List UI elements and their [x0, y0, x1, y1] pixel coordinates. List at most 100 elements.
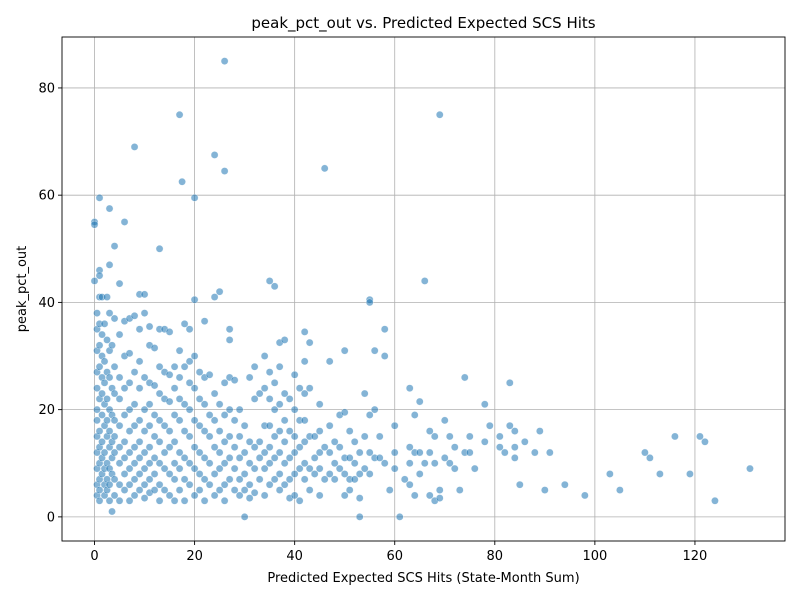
data-point — [95, 496, 104, 505]
data-point — [315, 464, 324, 473]
data-point — [135, 486, 144, 494]
data-point — [180, 320, 189, 328]
data-point — [205, 370, 214, 379]
data-point — [390, 421, 399, 430]
data-point — [275, 448, 284, 457]
data-point — [696, 432, 704, 441]
data-point — [350, 459, 359, 468]
data-point — [450, 464, 459, 473]
data-point — [180, 496, 189, 505]
data-point — [345, 427, 354, 435]
data-point — [365, 470, 374, 478]
plot-frame — [61, 36, 786, 542]
data-point — [325, 470, 334, 478]
data-point — [145, 421, 154, 430]
data-point — [225, 325, 234, 334]
data-point — [105, 261, 114, 269]
data-point — [581, 491, 589, 500]
data-point — [215, 486, 224, 494]
data-point — [200, 454, 209, 462]
data-point — [160, 464, 169, 473]
data-point — [140, 290, 149, 299]
data-point — [175, 448, 184, 457]
data-point — [360, 389, 369, 398]
data-point — [435, 110, 444, 119]
data-point — [435, 494, 444, 502]
data-point — [190, 443, 199, 452]
data-point — [150, 454, 159, 462]
data-point — [130, 311, 139, 320]
gridlines — [62, 37, 785, 541]
data-point — [295, 464, 304, 473]
data-point — [465, 448, 474, 457]
data-point — [145, 322, 154, 331]
data-point — [305, 384, 314, 393]
data-point — [150, 432, 159, 441]
data-point — [205, 480, 214, 489]
data-point — [145, 443, 154, 452]
data-point — [185, 378, 194, 387]
data-point — [195, 421, 204, 430]
data-point — [110, 389, 119, 398]
data-point — [260, 491, 269, 500]
data-point — [130, 400, 139, 409]
data-point — [325, 421, 334, 430]
data-point — [410, 411, 419, 419]
data-point — [90, 277, 99, 285]
x-tick-label: 100 — [582, 549, 607, 564]
data-point — [95, 427, 104, 435]
data-point — [160, 486, 169, 494]
data-point — [220, 437, 229, 446]
data-point — [170, 496, 179, 505]
data-point — [415, 470, 424, 478]
data-point — [290, 491, 299, 500]
data-point — [280, 416, 289, 425]
data-point — [90, 220, 99, 229]
data-point — [405, 443, 414, 452]
data-point — [120, 411, 129, 419]
data-point — [240, 470, 249, 478]
data-point — [210, 443, 219, 452]
data-point — [130, 459, 139, 468]
data-point — [390, 448, 399, 457]
data-point — [560, 480, 569, 489]
y-tick-label: 20 — [38, 403, 55, 418]
data-point — [200, 400, 209, 409]
data-point — [641, 448, 649, 457]
data-point — [93, 405, 101, 414]
data-point — [190, 352, 199, 360]
data-point — [320, 164, 329, 173]
data-point — [170, 475, 179, 484]
data-point — [195, 486, 204, 494]
data-point — [450, 443, 459, 452]
data-point — [110, 314, 119, 323]
data-point — [280, 437, 289, 446]
data-point — [98, 330, 106, 339]
data-point — [480, 400, 489, 409]
data-point — [175, 464, 184, 473]
data-point — [155, 244, 164, 253]
data-point — [210, 491, 219, 500]
data-point — [210, 416, 219, 425]
data-point — [520, 437, 529, 446]
data-point — [180, 454, 189, 462]
x-tick-label: 20 — [186, 549, 203, 564]
data-point — [190, 384, 199, 393]
data-point — [315, 400, 324, 409]
data-point — [270, 454, 279, 462]
data-point — [135, 357, 144, 366]
data-point — [220, 378, 229, 387]
data-point — [145, 400, 154, 409]
data-point — [125, 405, 134, 414]
data-point — [145, 459, 154, 468]
data-point — [140, 464, 149, 473]
data-point — [250, 464, 259, 473]
x-tick-label: 0 — [90, 549, 98, 564]
data-point — [155, 437, 164, 446]
y-axis-ticks: 0 20 40 60 80 — [38, 81, 62, 525]
data-point — [100, 448, 109, 457]
data-point — [105, 204, 114, 213]
data-point — [300, 328, 309, 336]
data-point — [165, 370, 174, 379]
data-point — [440, 454, 449, 462]
